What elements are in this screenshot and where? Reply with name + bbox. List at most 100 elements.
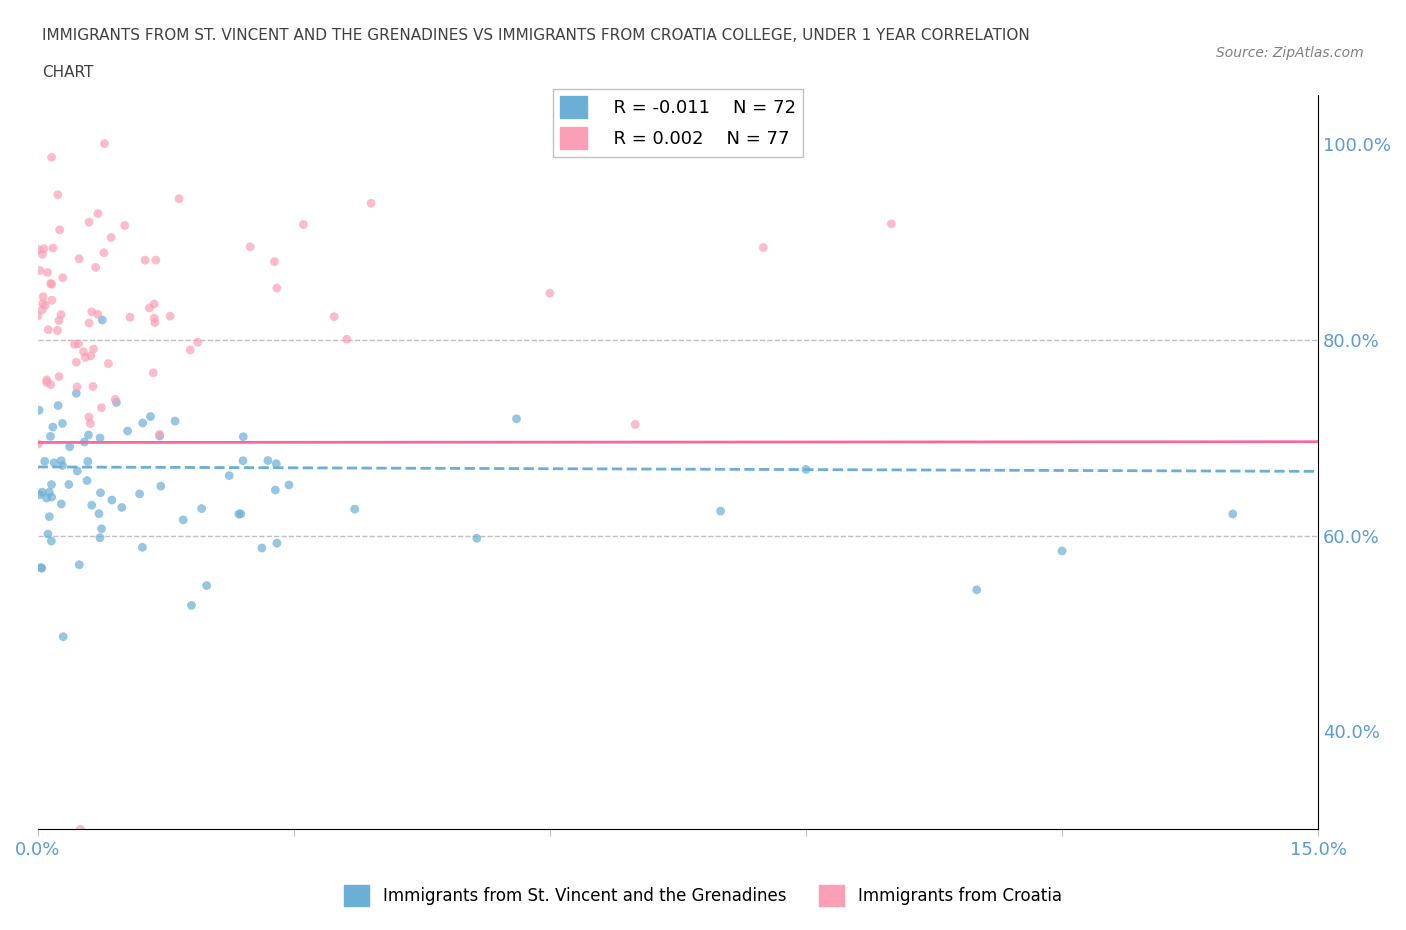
Point: [51, 416, 73, 431]
Point: [28, 263, 51, 278]
Point: [72, 344, 94, 359]
Point: [77, 315, 100, 330]
Point: [35, 375, 58, 390]
Point: [710, 504, 733, 519]
Point: [172, 512, 194, 527]
Point: [90, 522, 112, 537]
Point: [143, 311, 166, 325]
Point: [51, 453, 73, 468]
Point: [80, 349, 103, 364]
Point: [228, 507, 250, 522]
Point: [63, 337, 86, 352]
Point: [138, 300, 160, 315]
Point: [39, 429, 62, 444]
Point: [104, 392, 127, 406]
Point: [41, 534, 63, 549]
Point: [263, 254, 285, 269]
Point: [87, 506, 110, 521]
Point: [34, 298, 56, 312]
Point: [880, 217, 903, 232]
Point: [79, 416, 101, 431]
Point: [266, 536, 288, 551]
Point: [250, 540, 273, 555]
Point: [32, 241, 55, 256]
Point: [41, 293, 63, 308]
Point: [343, 501, 366, 516]
Point: [257, 453, 280, 468]
Point: [752, 240, 775, 255]
Point: [100, 230, 122, 245]
Point: [35, 491, 58, 506]
Point: [278, 477, 301, 492]
Point: [30, 487, 52, 502]
Point: [134, 253, 156, 268]
Point: [89, 530, 111, 545]
Point: [76, 454, 98, 469]
Point: [39, 276, 62, 291]
Point: [105, 395, 128, 410]
Point: [505, 411, 527, 426]
Point: [145, 253, 167, 268]
Point: [179, 342, 201, 357]
Point: [37, 526, 59, 541]
Point: [67, 557, 90, 572]
Point: [77, 428, 100, 443]
Point: [41, 150, 63, 165]
Point: [89, 431, 111, 445]
Point: [149, 427, 172, 442]
Point: [93, 136, 115, 151]
Point: [142, 365, 165, 380]
Point: [41, 477, 63, 492]
Point: [190, 501, 212, 516]
Point: [163, 414, 186, 429]
Point: [264, 483, 287, 498]
Point: [42, 241, 65, 256]
Point: [31, 302, 53, 317]
Point: [159, 309, 181, 324]
Point: [111, 500, 134, 515]
Point: [46, 187, 69, 202]
Point: [52, 630, 75, 644]
Point: [195, 578, 218, 593]
Point: [46, 398, 69, 413]
Point: [34, 454, 56, 469]
Point: [143, 315, 166, 330]
Point: [76, 473, 98, 488]
Point: [93, 246, 115, 260]
Point: [966, 582, 988, 597]
Point: [232, 453, 254, 468]
Point: [218, 468, 240, 483]
Point: [27, 309, 49, 324]
Point: [1050, 543, 1073, 558]
Point: [117, 423, 139, 438]
Point: [1222, 507, 1244, 522]
Text: CHART: CHART: [42, 65, 94, 80]
Point: [67, 251, 90, 266]
Point: [336, 332, 359, 347]
Point: [48, 222, 70, 237]
Point: [187, 335, 209, 350]
Point: [31, 296, 53, 311]
Point: [37, 265, 59, 280]
Point: [27, 242, 49, 257]
Point: [42, 456, 65, 471]
Point: [149, 479, 172, 494]
Point: [65, 355, 87, 370]
Point: [323, 309, 346, 324]
Point: [42, 419, 65, 434]
Point: [82, 379, 104, 393]
Point: [131, 539, 153, 554]
Point: [101, 493, 124, 508]
Point: [229, 507, 252, 522]
Point: [46, 323, 69, 338]
Point: [31, 561, 53, 576]
Point: [30, 560, 52, 575]
Point: [59, 439, 82, 454]
Point: [139, 409, 162, 424]
Point: [360, 196, 382, 211]
Point: [239, 239, 262, 254]
Point: [87, 206, 110, 221]
Point: [67, 337, 90, 352]
Point: [31, 485, 53, 499]
Point: [114, 218, 136, 232]
